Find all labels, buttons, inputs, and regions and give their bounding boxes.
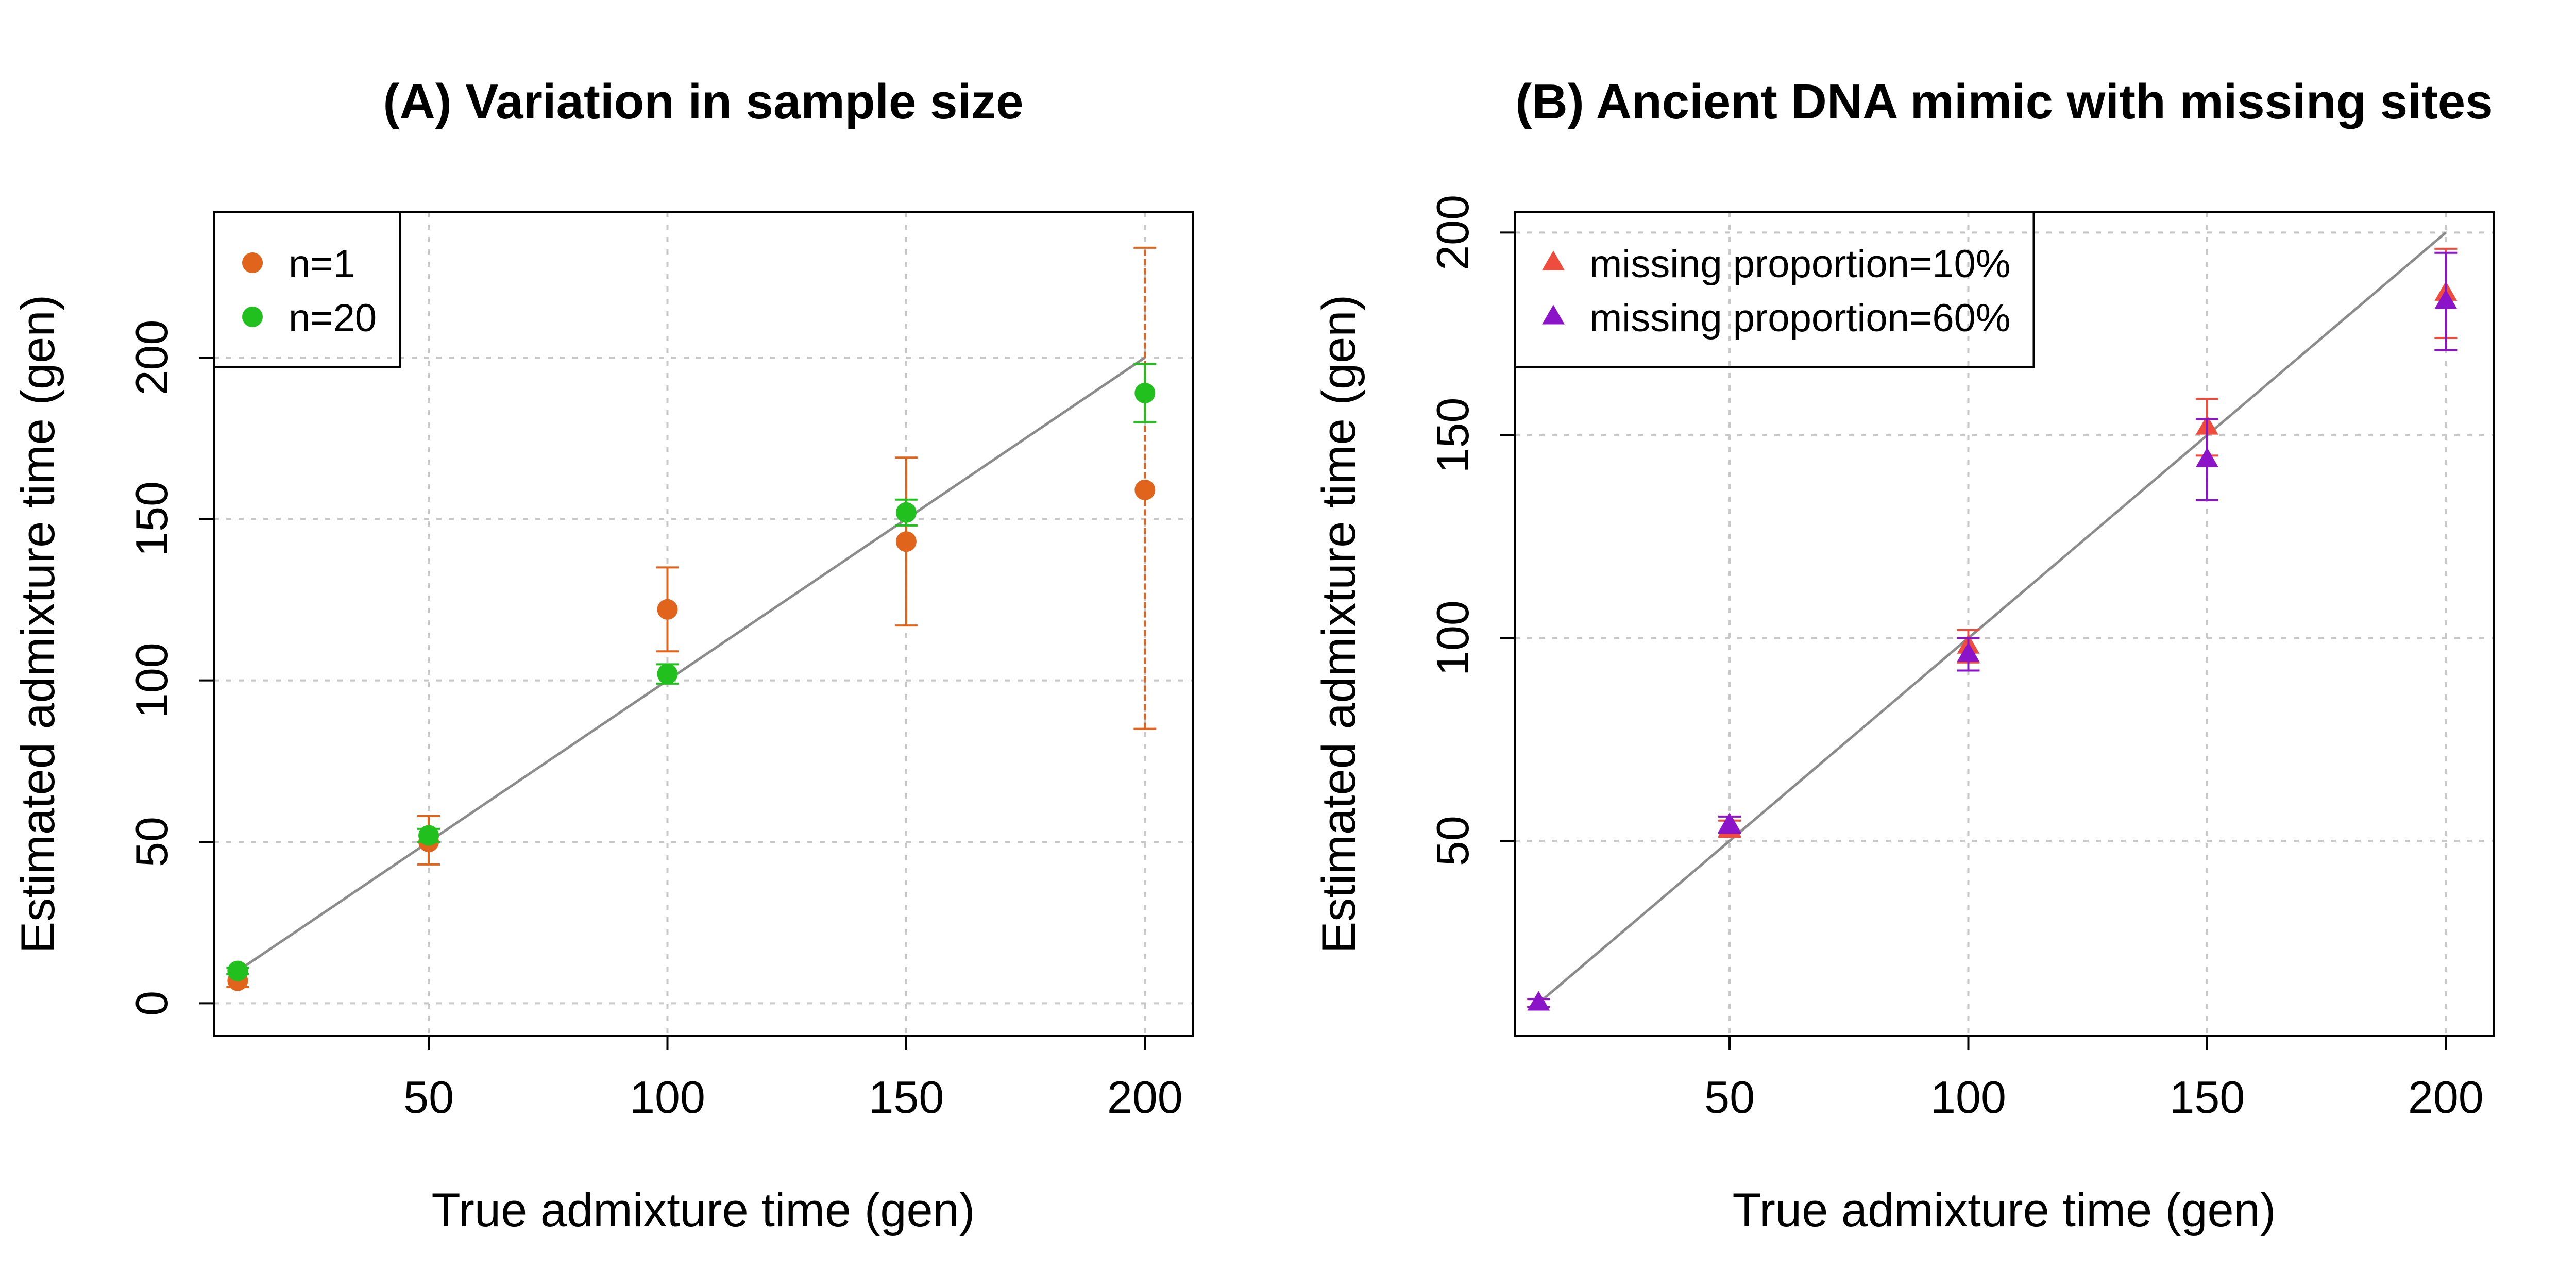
legend-marker-triangle-icon: [1542, 250, 1565, 270]
x-axis: 50 100 150 200: [403, 1036, 1183, 1123]
y-tick-label: 100: [126, 642, 177, 718]
legend-label: missing proportion=10%: [1589, 242, 2010, 286]
legend-label: n=1: [289, 242, 355, 286]
x-axis: 50 100 150 200: [1704, 1036, 2484, 1123]
x-tick-label: 200: [2408, 1072, 2484, 1123]
panel-b: 50 100 150 200 50 100 150 200 (B) Ancient DNA …: [1313, 74, 2495, 1236]
y-tick-label: 200: [1427, 195, 1478, 270]
data-point-circle: [242, 307, 263, 327]
data-point-circle: [895, 531, 917, 552]
data-series: [1527, 247, 2458, 1011]
y-tick-label: 0: [126, 991, 177, 1016]
legend-marker-circle-icon: [242, 252, 263, 273]
data-point-circle: [418, 825, 439, 846]
legend-entry-missing-60: missing proportion=60%: [1542, 296, 2010, 340]
x-tick-label: 100: [1930, 1072, 2006, 1123]
y-axis-label: Estimated admixture time (gen): [12, 295, 64, 953]
x-tick-label: 50: [1704, 1072, 1755, 1123]
legend: n=1 n=20: [213, 211, 401, 368]
legend-marker-circle-icon: [242, 307, 263, 327]
panel-a: 50 100 150 200 0 50 100 150 200 (A) Variation i…: [12, 74, 1194, 1236]
x-axis-label: True admixture time (gen): [1733, 1184, 2276, 1236]
data-point-triangle: [1718, 812, 1741, 833]
legend-marker-triangle-icon: [1542, 304, 1565, 325]
legend-label: n=20: [289, 296, 377, 340]
y-axis-label: Estimated admixture time (gen): [1313, 295, 1365, 953]
y-axis: 0 50 100 150 200: [126, 320, 214, 1016]
reference-line: [1537, 231, 2447, 1004]
data-point-triangle: [1957, 642, 1980, 662]
y-tick-label: 100: [1427, 600, 1478, 676]
legend-entry-n1: n=1: [242, 242, 355, 286]
data-point-circle: [1134, 382, 1156, 403]
data-point-circle: [227, 960, 248, 981]
x-axis-label: True admixture time (gen): [432, 1184, 975, 1236]
legend-entry-missing-10: missing proportion=10%: [1542, 242, 2010, 286]
data-point-circle: [657, 599, 678, 620]
y-tick-label: 200: [126, 320, 177, 396]
data-point-triangle: [2434, 289, 2458, 309]
legend-box: [1514, 211, 2035, 368]
series-missing-proportion-10-: [1527, 247, 2458, 1011]
y-tick-label: 150: [1427, 398, 1478, 473]
legend-entry-n20: n=20: [242, 296, 377, 340]
x-tick-label: 50: [403, 1072, 454, 1123]
y-tick-label: 50: [126, 817, 177, 867]
reference-line: [236, 356, 1146, 972]
data-point-triangle: [2195, 447, 2218, 467]
data-point-triangle: [1542, 304, 1565, 325]
x-tick-label: 150: [2169, 1072, 2245, 1123]
series-missing-proportion-60-: [1527, 251, 2458, 1011]
data-point-circle: [1134, 479, 1156, 500]
y-axis: 50 100 150 200: [1427, 195, 1515, 866]
data-point-circle: [242, 252, 263, 273]
legend: missing proportion=10% missing proportio…: [1514, 211, 2035, 368]
series-n-20: [226, 363, 1157, 981]
series-n-1: [226, 246, 1157, 991]
y-tick-label: 150: [126, 481, 177, 557]
data-point-triangle: [1527, 991, 1550, 1011]
data-point-circle: [895, 502, 917, 523]
chart-title: (B) Ancient DNA mimic with missing sites: [1515, 74, 2493, 129]
chart-title: (A) Variation in sample size: [383, 74, 1023, 129]
legend-box: [213, 211, 401, 368]
plot-frame: [213, 211, 1194, 1037]
legend-label: missing proportion=60%: [1589, 296, 2010, 340]
x-tick-label: 150: [868, 1072, 944, 1123]
x-tick-label: 100: [630, 1072, 705, 1123]
x-tick-label: 200: [1107, 1072, 1183, 1123]
data-series: [226, 246, 1157, 991]
grid-lines: [1515, 212, 2494, 1036]
y-tick-label: 50: [1427, 816, 1478, 866]
data-point-circle: [657, 664, 678, 685]
data-point-triangle: [1542, 250, 1565, 270]
